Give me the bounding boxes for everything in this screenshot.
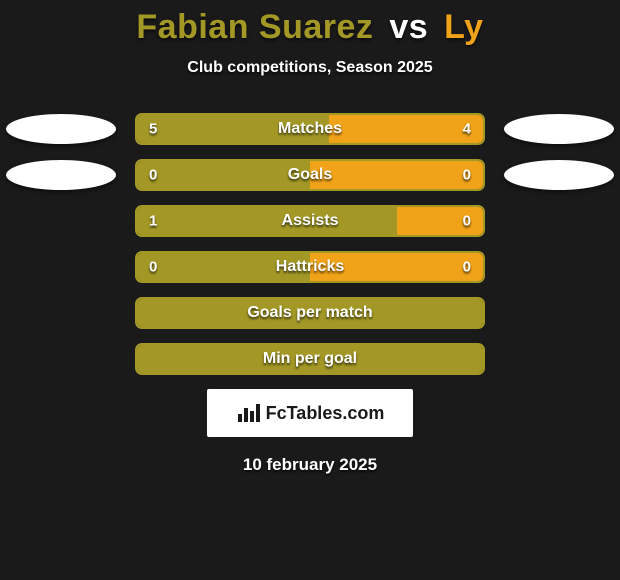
stat-bar-left [137,253,310,281]
stat-bar: Matches54 [135,113,485,145]
stat-bar-left [137,161,310,189]
stats-block: Matches54 Goals00 Assists10 Hattricks00 Goal… [0,113,620,375]
logo-text: FcTables.com [266,403,385,424]
stat-bar-left [137,345,483,373]
subtitle: Club competitions, Season 2025 [187,59,432,77]
stat-bar-left [137,207,397,235]
stat-bar: Goals per match [135,297,485,329]
title-vs: vs [389,8,428,46]
comparison-infographic: Fabian Suarez vs Ly Club competitions, S… [0,0,620,580]
player1-ellipse [6,160,116,190]
player2-ellipse [504,160,614,190]
player1-ellipse [6,114,116,144]
title: Fabian Suarez vs Ly [136,8,483,47]
stat-row: Matches54 [0,113,620,145]
bars-icon [236,402,262,424]
stat-row: Goals per match [0,297,620,329]
stat-bar-right [397,207,484,235]
title-player2: Ly [444,8,483,46]
stat-bar-right [329,115,483,143]
stat-bar: Goals00 [135,159,485,191]
stat-bar-right [310,161,483,189]
stat-row: Goals00 [0,159,620,191]
stat-bar-right [310,253,483,281]
stat-bar-left [137,115,329,143]
stat-bar: Min per goal [135,343,485,375]
stat-row: Min per goal [0,343,620,375]
stat-bar-left [137,299,483,327]
stat-row: Hattricks00 [0,251,620,283]
date: 10 february 2025 [243,455,377,475]
stat-bar: Assists10 [135,205,485,237]
player2-ellipse [504,114,614,144]
stat-row: Assists10 [0,205,620,237]
stat-bar: Hattricks00 [135,251,485,283]
title-player1: Fabian Suarez [136,8,373,46]
fctables-logo-badge: FcTables.com [207,389,413,437]
